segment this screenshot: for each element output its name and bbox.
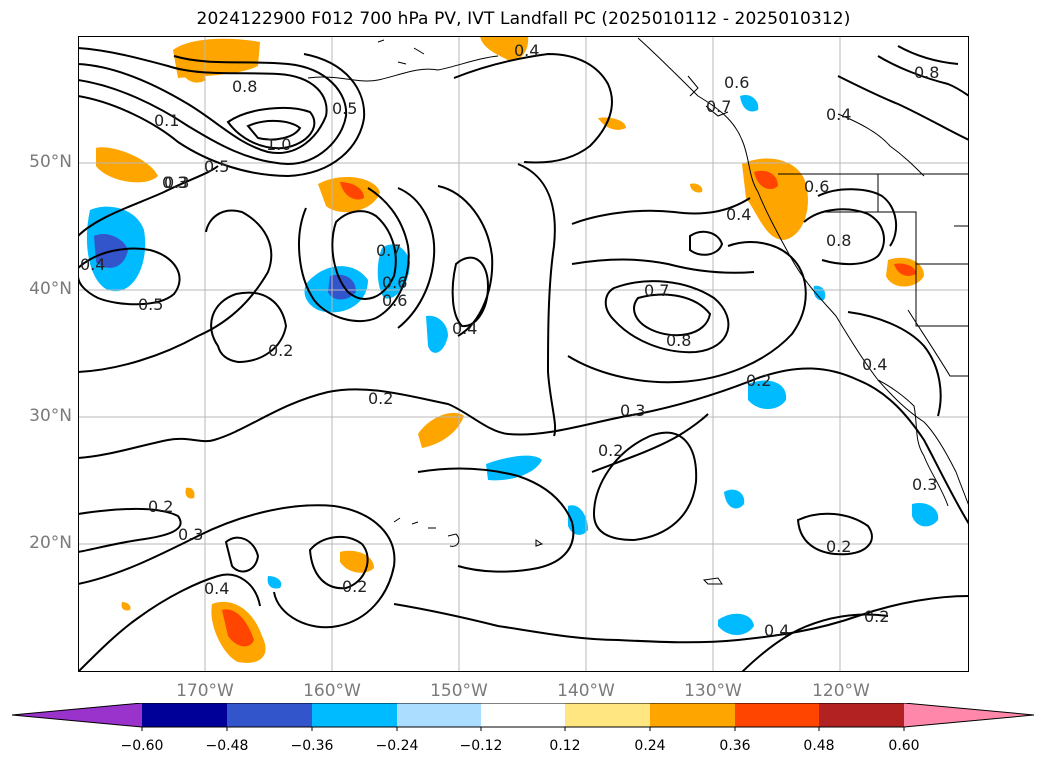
contour-label: 0.4 xyxy=(452,319,477,338)
colorbar-bin xyxy=(397,703,481,727)
contour-label: 0.5 xyxy=(204,157,229,176)
contour-label: 0.2 xyxy=(268,341,293,360)
contour-label: 0.3 xyxy=(912,475,937,494)
map-title: 2024122900 F012 700 hPa PV, IVT Landfall… xyxy=(196,9,851,29)
graticule xyxy=(78,36,969,672)
lat-label-40n: 40°N xyxy=(29,279,72,299)
colorbar-tick: −0.48 xyxy=(205,738,249,754)
lon-label-150w: 150°W xyxy=(430,681,488,701)
colorbar-tick: 0.48 xyxy=(803,738,835,754)
colorbar-bin xyxy=(312,703,397,727)
contour-label: 0.2 xyxy=(368,389,393,408)
colorbar xyxy=(0,700,1047,760)
lat-label-50n: 50°N xyxy=(29,152,72,172)
contour-label: 0.2 xyxy=(864,607,889,626)
colorbar-tick: 0.36 xyxy=(719,738,751,754)
contour-label: 0.2 xyxy=(746,371,771,390)
colorbar-bin xyxy=(650,703,735,727)
contour-label: 0.4 xyxy=(80,255,105,274)
contour-label: 0.4 xyxy=(826,105,851,124)
colorbar-tick: −0.24 xyxy=(375,738,419,754)
contour-label: 0.4 xyxy=(514,41,539,60)
contour-label: 0.6 xyxy=(804,177,829,196)
map-canvas: 0.4 0.6 0.8 0.5 0.7 0.2 1.0 0.3 0.5 0.6 … xyxy=(78,36,969,672)
contour-label: 0.6 xyxy=(724,73,749,92)
contour-label: 0.2 xyxy=(342,577,367,596)
contour-labels: 0.4 0.6 0.8 0.5 0.7 0.2 1.0 0.3 0.5 0.6 … xyxy=(80,41,939,640)
lat-label-30n: 30°N xyxy=(29,406,72,426)
colorbar-tick: 0.12 xyxy=(549,738,581,754)
lon-label-170w: 170°W xyxy=(176,681,234,701)
contour-label: 0.4 xyxy=(204,579,229,598)
colorbar-bin xyxy=(142,703,227,727)
colorbar-canvas xyxy=(11,703,1035,731)
contour-label: 0.6 xyxy=(382,291,407,310)
contour-label: 0.8 xyxy=(826,231,851,250)
contour-label: 0.2 xyxy=(598,441,623,460)
contour-label: 0.7 xyxy=(644,281,669,300)
colorbar-tick: 0.24 xyxy=(634,738,666,754)
contour-label: 0.3 xyxy=(620,401,645,420)
colorbar-tick: −0.60 xyxy=(120,738,164,754)
lon-label-120w: 120°W xyxy=(812,681,870,701)
contour-label: 0.3 xyxy=(162,173,187,192)
colorbar-bin xyxy=(565,703,650,727)
contour-label: 0.5 xyxy=(332,99,357,118)
contour-label: 0.5 xyxy=(138,295,163,314)
contour-label: 0.4 xyxy=(726,205,751,224)
colorbar-tick: −0.36 xyxy=(290,738,334,754)
colorbar-tick: −0.12 xyxy=(459,738,503,754)
colorbar-bin xyxy=(819,703,904,727)
contour-label: 0.2 xyxy=(148,497,173,516)
contour-label: 0.7 xyxy=(706,97,731,116)
map-panel: 0.4 0.6 0.8 0.5 0.7 0.2 1.0 0.3 0.5 0.6 … xyxy=(78,36,969,672)
contour-label: 0.3 xyxy=(178,525,203,544)
contour-label: 0.1 xyxy=(154,111,179,130)
colorbar-bin xyxy=(735,703,819,727)
colorbar-bin xyxy=(227,703,312,727)
coastlines xyxy=(307,37,969,585)
contour-label: 0.4 xyxy=(764,621,789,640)
contour-label: 0.7 xyxy=(376,241,401,260)
colorbar-under-arrow xyxy=(12,703,142,727)
contour-label: 0.2 xyxy=(826,537,851,556)
contour-label: 0.8 xyxy=(914,63,939,82)
lon-label-130w: 130°W xyxy=(684,681,742,701)
map-border xyxy=(78,36,969,672)
colorbar-bin xyxy=(481,703,565,727)
contour-label: 0.8 xyxy=(232,77,257,96)
contour-label: 0.6 xyxy=(382,273,407,292)
pv-anomaly-shading xyxy=(86,36,939,663)
colorbar-tick: 0.60 xyxy=(888,738,920,754)
contour-label: 1.0 xyxy=(266,135,291,154)
colorbar-over-arrow xyxy=(904,703,1034,727)
contour-label: 0.4 xyxy=(862,355,887,374)
lat-label-20n: 20°N xyxy=(29,533,72,553)
pv-contours xyxy=(78,45,969,672)
lon-label-160w: 160°W xyxy=(303,681,361,701)
contour-label: 0.8 xyxy=(666,331,691,350)
lon-label-140w: 140°W xyxy=(557,681,615,701)
contour-label: 0.3 xyxy=(164,173,189,192)
